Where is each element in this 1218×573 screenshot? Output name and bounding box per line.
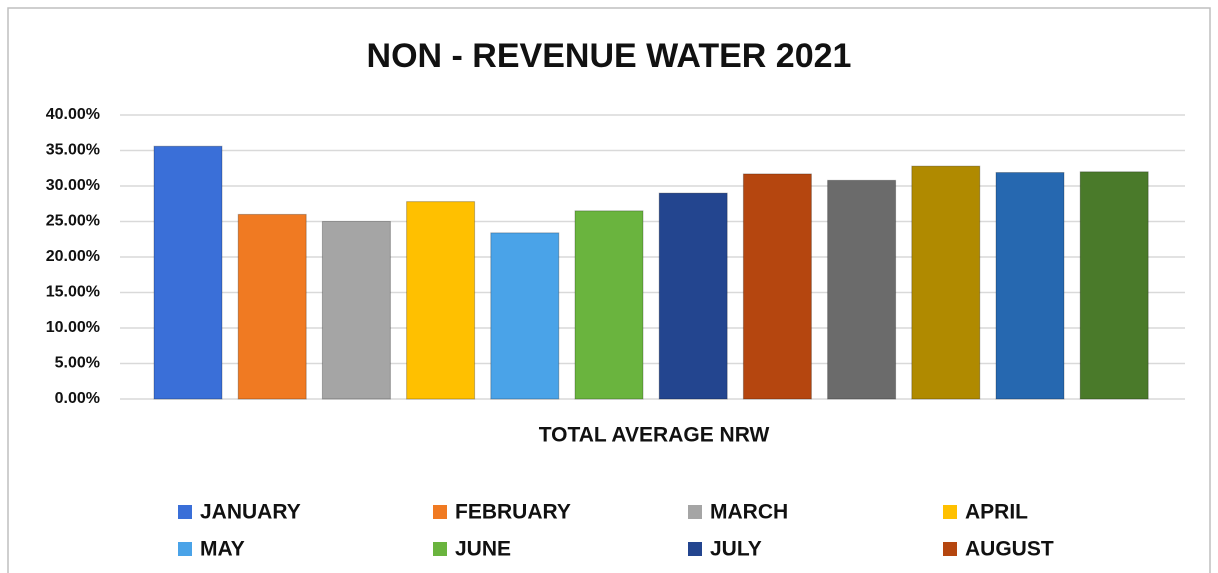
y-tick-label: 0.00% xyxy=(55,390,100,407)
x-tick-label: TOTAL AVERAGE NRW xyxy=(539,424,770,447)
legend-swatch xyxy=(688,505,702,519)
bar xyxy=(911,165,981,400)
y-tick-label: 20.00% xyxy=(46,248,100,265)
bar xyxy=(153,145,223,400)
y-tick-label: 25.00% xyxy=(46,213,100,230)
y-tick-label: 15.00% xyxy=(46,284,100,301)
legend-label: JULY xyxy=(710,538,762,561)
legend-label: MAY xyxy=(200,538,245,561)
legend-label: MARCH xyxy=(710,501,788,524)
legend-swatch xyxy=(433,542,447,556)
legend-label: APRIL xyxy=(965,501,1028,524)
legend-swatch xyxy=(178,505,192,519)
legend-label: AUGUST xyxy=(965,538,1054,561)
legend-swatch xyxy=(943,505,957,519)
bar xyxy=(490,232,560,400)
bar xyxy=(237,213,307,400)
y-tick-label: 35.00% xyxy=(46,142,100,159)
legend-label: JUNE xyxy=(455,538,511,561)
y-tick-label: 5.00% xyxy=(55,355,100,372)
legend-label: FEBRUARY xyxy=(455,501,571,524)
bar xyxy=(406,201,476,400)
legend-swatch xyxy=(688,542,702,556)
chart-title: NON - REVENUE WATER 2021 xyxy=(367,37,852,75)
bar xyxy=(658,192,728,400)
bar xyxy=(1079,171,1149,400)
bar xyxy=(321,221,391,400)
bar xyxy=(995,172,1065,400)
legend-swatch xyxy=(943,542,957,556)
bar xyxy=(827,179,897,400)
legend-swatch xyxy=(178,542,192,556)
legend-label: JANUARY xyxy=(200,501,301,524)
legend-swatch xyxy=(433,505,447,519)
y-tick-label: 30.00% xyxy=(46,177,100,194)
bar xyxy=(742,173,812,400)
y-tick-label: 40.00% xyxy=(46,106,100,123)
bar xyxy=(574,210,644,400)
y-tick-label: 10.00% xyxy=(46,319,100,336)
